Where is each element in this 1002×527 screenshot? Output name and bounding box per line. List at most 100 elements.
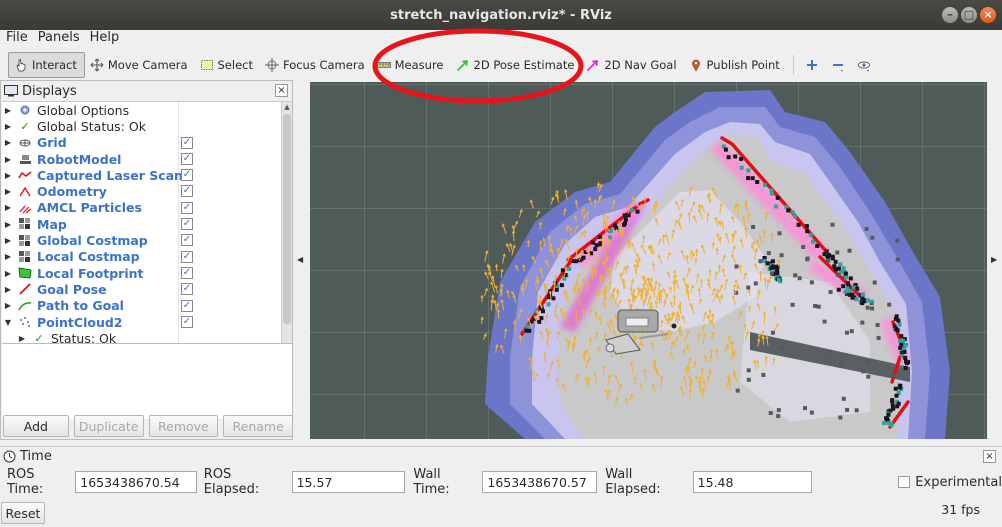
laser-wall-segment [638, 198, 650, 206]
expand-right-icon[interactable]: ▶ [4, 301, 12, 311]
particle-arrow [765, 335, 769, 346]
expand-right-icon[interactable]: ▶ [4, 105, 12, 115]
display-item-odometry[interactable]: ▶ Odometry ✓ [2, 183, 292, 199]
display-item-pointcloud2[interactable]: ▼ PointCloud2 ✓ [2, 314, 292, 330]
reset-button[interactable]: Reset [1, 502, 45, 524]
rename-button[interactable]: Rename [223, 415, 294, 437]
display-enable-checkbox[interactable]: ✓ [181, 315, 193, 328]
tool-2d-nav-goal[interactable]: 2D Nav Goal [581, 52, 683, 78]
display-item-local-costmap[interactable]: ▶ Local Costmap ✓ [2, 249, 292, 265]
experimental-checkbox[interactable] [898, 476, 911, 488]
expand-right-icon[interactable]: ▶ [4, 154, 12, 164]
display-enable-checkbox[interactable]: ✓ [181, 218, 193, 231]
particle-arrow [512, 294, 517, 304]
map-render[interactable] [310, 82, 987, 439]
display-item-status-ok[interactable]: ▶ ✓ Status: Ok [2, 330, 292, 346]
wall-elapsed-field[interactable]: 15.48 [692, 471, 813, 493]
duplicate-button[interactable]: Duplicate [73, 415, 144, 437]
menu-help[interactable]: Help [89, 30, 120, 45]
time-panel-close-icon[interactable]: × [983, 450, 996, 463]
display-enable-checkbox[interactable]: ✓ [181, 152, 193, 165]
expand-right-icon[interactable]: ▶ [4, 187, 12, 197]
display-item-global-costmap[interactable]: ▶ Global Costmap ✓ [2, 232, 292, 248]
display-enable-checkbox[interactable]: ✓ [181, 250, 193, 263]
menu-file[interactable]: File [6, 30, 28, 45]
collapse-left-panel-icon[interactable]: ◀ [297, 255, 304, 264]
displays-panel-close-icon[interactable]: × [275, 84, 288, 97]
ros-elapsed-field[interactable]: 15.57 [291, 471, 406, 493]
scroll-up-icon[interactable]: ▲ [284, 103, 290, 111]
display-enable-checkbox[interactable]: ✓ [181, 234, 193, 247]
tool-panels-visibility[interactable] [852, 52, 878, 78]
display-item-robotmodel[interactable]: ▶ RobotModel ✓ [2, 151, 292, 167]
minus-icon [832, 64, 843, 72]
display-item-map[interactable]: ▶ Map ✓ [2, 216, 292, 232]
display-item-local-footprint[interactable]: ▶ Local Footprint ✓ [2, 265, 292, 281]
particle-arrow [702, 380, 708, 391]
close-icon[interactable]: × [980, 7, 996, 23]
scrollbar-thumb[interactable] [283, 114, 291, 324]
expand-right-icon[interactable]: ▶ [18, 333, 26, 343]
expand-right-icon[interactable]: ▶ [4, 219, 12, 229]
obstacle-cell [890, 403, 895, 408]
maximize-icon[interactable]: □ [961, 7, 977, 23]
expand-right-icon[interactable]: ▶ [4, 203, 12, 213]
particle-arrow [645, 287, 650, 299]
expand-right-icon[interactable]: ▶ [4, 121, 12, 131]
obstacle-cell [811, 239, 815, 244]
tool-interact[interactable]: Interact [8, 52, 85, 78]
ros-time-field[interactable]: 1653438670.54 [75, 471, 197, 493]
obstacle-cell [539, 316, 544, 321]
display-item-amcl-particles[interactable]: ▶ AMCL Particles ✓ [2, 200, 292, 216]
display-enable-checkbox[interactable]: ✓ [181, 136, 193, 149]
expand-right-icon[interactable]: ▶ [4, 138, 12, 148]
minimize-icon[interactable]: – [942, 7, 958, 23]
expand-right-icon[interactable]: ▶ [4, 170, 12, 180]
display-item-goal-pose[interactable]: ▶ Goal Pose ✓ [2, 281, 292, 297]
particle-arrow [609, 318, 614, 328]
particle-arrow [536, 279, 540, 290]
tool-2d-pose-estimate[interactable]: 2D Pose Estimate [451, 52, 582, 78]
collapse-right-panel-icon[interactable]: ▶ [991, 255, 998, 264]
display-enable-checkbox[interactable]: ✓ [181, 201, 193, 214]
expand-down-icon[interactable]: ▼ [4, 317, 12, 327]
remove-button[interactable]: Remove [148, 415, 219, 437]
obstacle-cell [850, 292, 855, 297]
toolbar-separator [792, 55, 794, 75]
particle-arrow [733, 202, 738, 214]
tool-bar: Interact Move Camera Select Focus Camera… [0, 50, 1002, 80]
tool-remove[interactable] [826, 52, 852, 78]
particle-arrow [688, 185, 693, 197]
display-enable-checkbox[interactable]: ✓ [181, 185, 193, 198]
tool-publish-point[interactable]: Publish Point [684, 52, 787, 78]
display-item-grid[interactable]: ▶ Grid ✓ [2, 135, 292, 151]
obstacle-cell [607, 235, 612, 240]
tool-measure[interactable]: Measure [372, 52, 451, 78]
wall-time-field[interactable]: 1653438670.57 [482, 471, 598, 493]
display-enable-checkbox[interactable]: ✓ [181, 169, 193, 182]
particle-arrow [722, 254, 726, 263]
display-item-global-options[interactable]: ▶ Global Options [2, 102, 292, 118]
add-button[interactable]: Add [3, 415, 69, 437]
tool-add[interactable] [800, 52, 826, 78]
expand-right-icon[interactable]: ▶ [4, 284, 12, 294]
display-item-captured-laser-scan[interactable]: ▶ Captured Laser Scan ✓ [2, 167, 292, 183]
menu-panels[interactable]: Panels [37, 30, 80, 45]
display-enable-checkbox[interactable]: ✓ [181, 283, 193, 296]
display-enable-checkbox[interactable]: ✓ [181, 299, 193, 312]
expand-right-icon[interactable]: ▶ [4, 252, 12, 262]
tool-focus-camera[interactable]: Focus Camera [260, 52, 372, 78]
obstacle-cell [815, 244, 820, 248]
tool-move-camera[interactable]: Move Camera [85, 52, 195, 78]
display-item-path-to-goal[interactable]: ▶ Path to Goal ✓ [2, 298, 292, 314]
particle-arrow [660, 319, 664, 327]
display-item-global-status-ok[interactable]: ▶ ✓ Global Status: Ok [2, 118, 292, 134]
display-enable-checkbox[interactable]: ✓ [181, 266, 193, 279]
obstacle-cell [860, 320, 865, 325]
tool-select[interactable]: Select [195, 52, 260, 78]
particle-arrow [607, 374, 612, 386]
experimental-toggle[interactable]: Experimental [898, 475, 1002, 490]
expand-right-icon[interactable]: ▶ [4, 236, 12, 246]
3d-viewport[interactable] [310, 82, 987, 439]
expand-right-icon[interactable]: ▶ [4, 268, 12, 278]
